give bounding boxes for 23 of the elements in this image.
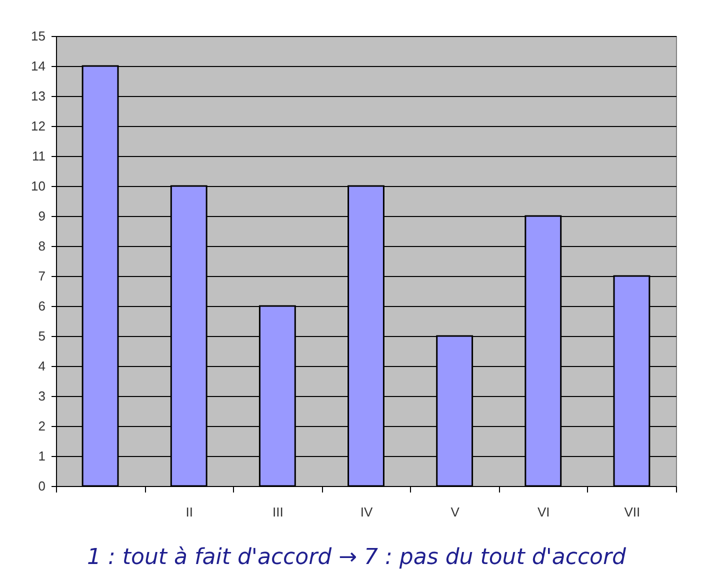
y-tick-label: 11 [32,148,46,164]
y-tick-label: 1 [38,448,46,464]
x-tick-label: II [186,504,193,520]
y-tick-label: 7 [38,268,46,284]
x-tick-label: VII [624,504,640,520]
y-tick-label: 8 [38,238,46,254]
y-tick-label: 9 [38,208,46,224]
y-tick-label: 12 [31,118,46,134]
y-tick-label: 0 [38,478,46,494]
y-tick-label: 4 [38,358,46,374]
y-tick-label: 6 [38,298,46,314]
y-tick-label: 5 [38,328,46,344]
y-tick-label: 3 [38,388,46,404]
x-tick-label: IV [360,504,373,520]
y-tick-label: 15 [31,28,46,44]
y-tick-label: 13 [31,88,46,104]
x-tick-label: V [450,504,460,520]
y-tick-label: 2 [38,418,46,434]
text: 1 : tout à fait d'accord → 7 : pas du tout d'accord [86,545,628,570]
x-tick-label: VI [537,504,550,520]
x-tick-label: III [272,504,284,520]
y-tick-label: 10 [31,178,46,194]
y-tick-label: 14 [31,58,46,74]
